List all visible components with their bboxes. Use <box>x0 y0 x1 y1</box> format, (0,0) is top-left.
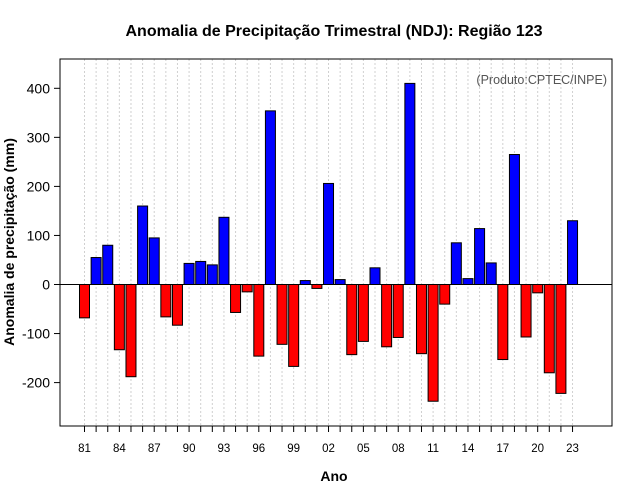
x-axis: 81 84 87 90 93 96 99 02 05 08 11 14 17 20 23 <box>78 426 579 455</box>
bar-1999 <box>288 284 300 367</box>
y-tick-label: -100 <box>22 326 50 342</box>
x-tick-label: 93 <box>218 443 231 455</box>
y-axis: -200 -100 0 100 200 300 400 <box>22 80 60 391</box>
x-tick-label: 87 <box>148 443 161 455</box>
bar-2019 <box>520 284 532 338</box>
bar-2023 <box>567 220 579 285</box>
x-tick-label: 20 <box>531 443 544 455</box>
bar-1983 <box>102 244 114 285</box>
y-tick-label: 300 <box>27 129 51 145</box>
bar-2021 <box>543 284 555 374</box>
x-tick-label: 08 <box>392 443 405 455</box>
bar-2005 <box>357 284 369 342</box>
y-axis-title: Anomalia de precipitação (mm) <box>1 138 17 346</box>
bar-1996 <box>253 284 265 357</box>
bar-2008 <box>392 284 404 338</box>
source-annotation: (Produto:CPTEC/INPE) <box>476 73 607 87</box>
x-tick-label: 90 <box>183 443 196 455</box>
x-tick-label: 96 <box>252 443 265 455</box>
x-tick-label: 05 <box>357 443 370 455</box>
bar-2022 <box>555 284 567 394</box>
bar-1990 <box>183 262 195 286</box>
y-tick-label: -200 <box>22 375 50 391</box>
x-tick-label: 17 <box>496 443 509 455</box>
bar-2020 <box>532 284 544 294</box>
bar-1994 <box>230 284 242 313</box>
bar-2003 <box>334 279 346 286</box>
y-tick-label: 0 <box>42 277 50 293</box>
bar-2012 <box>439 284 451 305</box>
bar-2014 <box>462 278 474 286</box>
bar-2004 <box>346 284 358 356</box>
bar-1998 <box>276 284 288 345</box>
y-tick-label: 400 <box>27 80 51 96</box>
bar-1984 <box>113 284 125 351</box>
bar-1989 <box>171 284 183 326</box>
bar-1995 <box>241 284 253 293</box>
bar-2016 <box>485 262 497 285</box>
bar-2015 <box>474 228 486 285</box>
bar-2006 <box>369 267 381 285</box>
bar-2010 <box>415 284 427 355</box>
bar-1997 <box>264 110 276 285</box>
bar-2011 <box>427 284 439 402</box>
bar-2000 <box>299 280 311 285</box>
bar-2017 <box>497 284 509 361</box>
y-tick-label: 200 <box>27 178 51 194</box>
x-tick-label: 23 <box>566 443 579 455</box>
bar-1986 <box>137 205 149 286</box>
plot-frame <box>59 58 613 427</box>
bar-2002 <box>323 182 335 285</box>
bar-1991 <box>195 260 207 286</box>
y-tick-label: 100 <box>27 227 51 243</box>
chart-title: Anomalia de Precipitação Trimestral (NDJ… <box>125 23 542 40</box>
bar-2009 <box>404 82 416 285</box>
bar-2018 <box>508 154 520 285</box>
x-tick-label: 84 <box>113 443 126 455</box>
bar-2007 <box>381 284 393 348</box>
bar-2001 <box>311 284 323 289</box>
bar-1981 <box>79 284 90 319</box>
bar-1987 <box>148 237 160 285</box>
x-tick-label: 02 <box>322 443 335 455</box>
bar-1988 <box>160 284 172 318</box>
x-tick-label: 81 <box>78 443 91 455</box>
x-axis-title: Ano <box>320 468 347 484</box>
bar-1982 <box>90 257 102 285</box>
bars <box>79 82 579 402</box>
bar-2013 <box>450 242 462 285</box>
bar-1993 <box>218 216 230 285</box>
bar-1992 <box>206 264 218 286</box>
x-tick-label: 99 <box>287 443 300 455</box>
x-tick-label: 14 <box>462 443 475 455</box>
bar-1985 <box>125 284 137 378</box>
x-tick-label: 11 <box>427 443 439 455</box>
